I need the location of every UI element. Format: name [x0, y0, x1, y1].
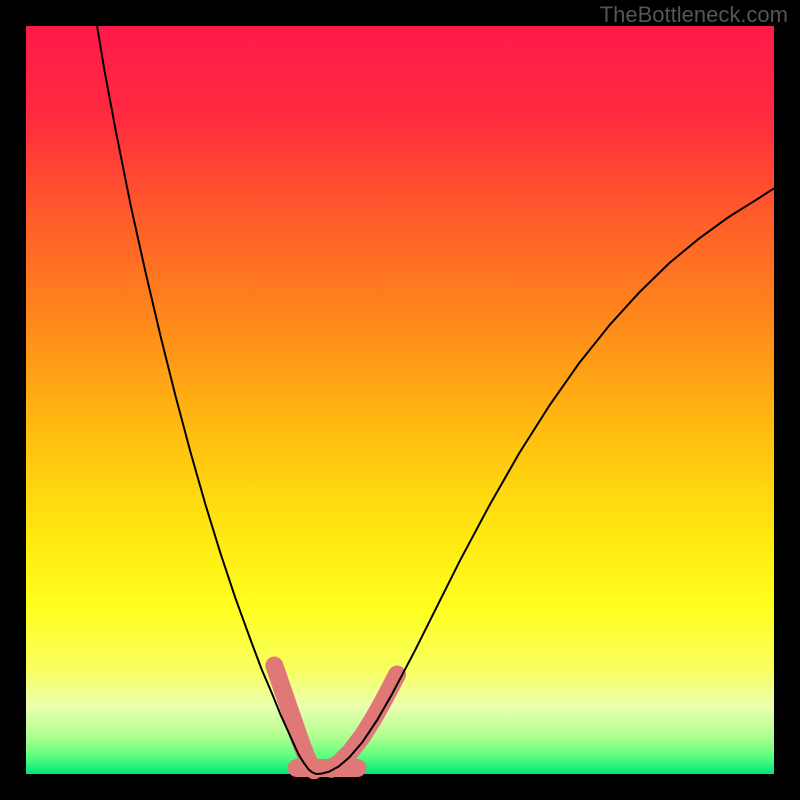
bottleneck-curve-chart [0, 0, 800, 800]
watermark-text: TheBottleneck.com [600, 2, 788, 28]
chart-background-gradient [26, 26, 774, 774]
